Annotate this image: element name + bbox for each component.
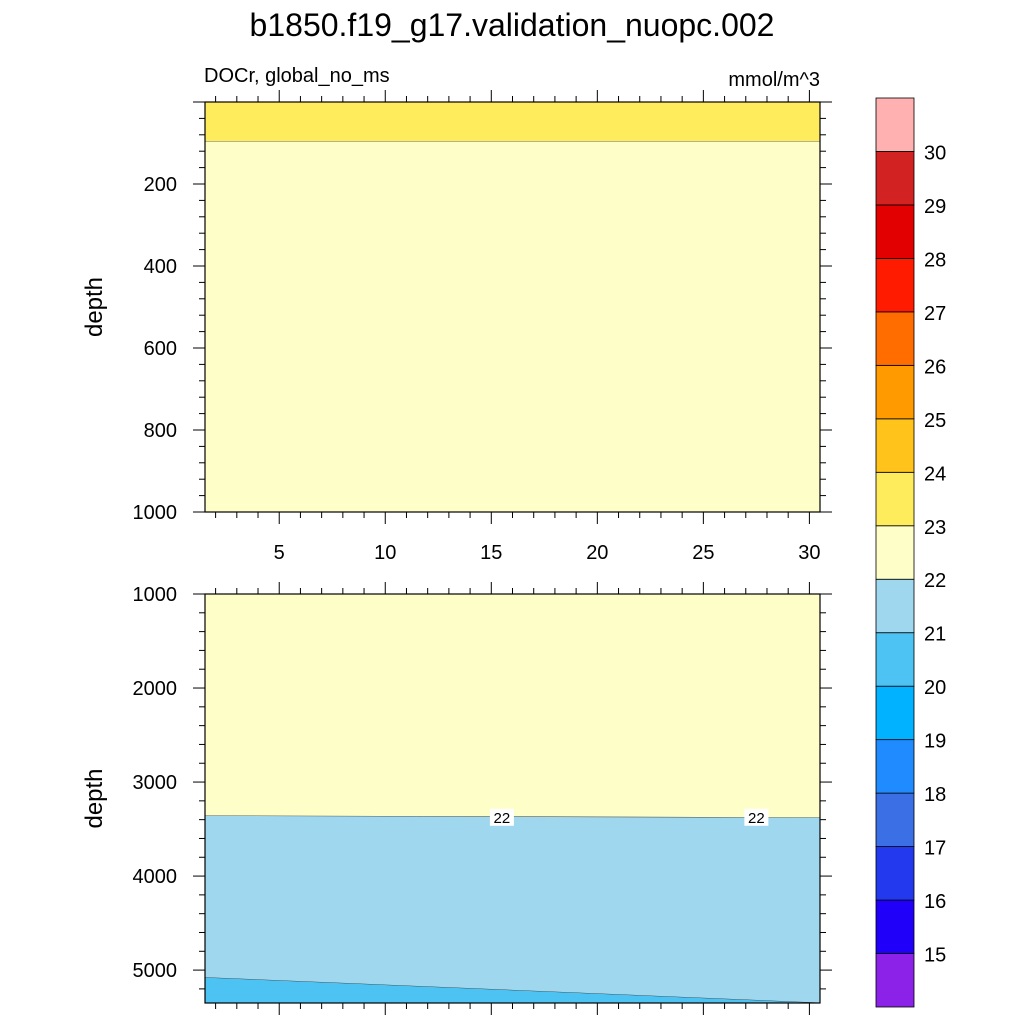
colorbar-label-29: 29 [924, 196, 946, 218]
colorbar-label-15: 15 [924, 945, 946, 967]
y-tick-label-upper: 1000 [133, 502, 178, 524]
colorbar-box-12 [875, 311, 915, 366]
subtitle-left: DOCr, global_no_ms [204, 65, 390, 87]
y-tick-label-lower: 1000 [133, 584, 178, 606]
colorbar-label-21: 21 [924, 624, 946, 646]
colorbar-box-6 [875, 632, 915, 687]
contour-label-lower-0: 22 [494, 810, 511, 827]
colorbar-label-27: 27 [924, 303, 946, 325]
region-lower-0 [205, 594, 820, 818]
colorbar-label-23: 23 [924, 517, 946, 539]
lower-panel: 22 22 1000 2000 3000 4000 5000 depth [81, 582, 832, 1015]
colorbar-box-0 [875, 953, 915, 1008]
colorbar-box-11 [875, 364, 915, 420]
colorbar-box-15 [875, 151, 915, 206]
subtitle-right: mmol/m^3 [728, 69, 820, 91]
colorbar-box-1 [875, 899, 915, 954]
colorbar-box-8 [875, 525, 915, 580]
y-tick-label-lower: 2000 [133, 678, 178, 700]
colorbar-box-3 [875, 792, 915, 847]
colorbar-box-2 [875, 846, 915, 901]
region-lower-2 [205, 977, 820, 1003]
colorbar-box-9 [875, 471, 915, 527]
x-tick-label: 10 [374, 542, 396, 564]
upper-panel: 200 400 600 800 1000 5 10 15 20 25 30 depth [81, 90, 832, 564]
contour-label-bg-lower-1 [744, 808, 769, 826]
y-tick-label-lower: 4000 [133, 866, 178, 888]
colorbar-label-30: 30 [924, 142, 946, 164]
y-axis-label-upper: depth [81, 277, 108, 337]
chart-title: b1850.f19_g17.validation_nuopc.002 [250, 7, 775, 43]
y-tick-label-upper: 600 [144, 338, 177, 360]
y-tick-label-upper: 800 [144, 420, 177, 442]
x-tick-label: 25 [692, 542, 714, 564]
y-axis-label-lower: depth [81, 768, 108, 828]
y-tick-label-lower: 3000 [133, 772, 178, 794]
y-tick-label-upper: 200 [144, 174, 177, 196]
colorbar-box-10 [875, 418, 915, 473]
colorbar-box-7 [875, 578, 915, 634]
colorbar-label-18: 18 [924, 784, 946, 806]
colorbar-label-19: 19 [924, 731, 946, 753]
y-tick-label-lower: 5000 [133, 960, 178, 982]
colorbar-label-17: 17 [924, 838, 946, 860]
colorbar-label-16: 16 [924, 891, 946, 913]
colorbar-box-4 [875, 739, 915, 794]
colorbar-label-24: 24 [924, 463, 946, 485]
region-upper-0 [205, 102, 820, 142]
colorbar: 15 16 17 18 19 20 21 22 23 24 25 26 27 28 29 30 [875, 97, 946, 1008]
colorbar-label-26: 26 [924, 356, 946, 378]
x-tick-label: 20 [586, 542, 608, 564]
colorbar-label-22: 22 [924, 570, 946, 592]
colorbar-label-25: 25 [924, 410, 946, 432]
x-tick-label: 30 [798, 542, 820, 564]
x-tick-label: 15 [480, 542, 502, 564]
contour-label-lower-1: 22 [748, 810, 765, 827]
colorbar-box-13 [875, 258, 915, 313]
colorbar-box-5 [875, 685, 915, 741]
colorbar-box-16 [875, 97, 915, 152]
region-lower-1 [205, 815, 820, 1003]
contour-label-bg-lower-0 [489, 808, 514, 826]
colorbar-box-14 [875, 204, 915, 259]
colorbar-label-20: 20 [924, 677, 946, 699]
y-tick-label-upper: 400 [144, 256, 177, 278]
colorbar-label-28: 28 [924, 249, 946, 271]
region-upper-1 [205, 141, 820, 513]
x-tick-label: 5 [274, 542, 285, 564]
